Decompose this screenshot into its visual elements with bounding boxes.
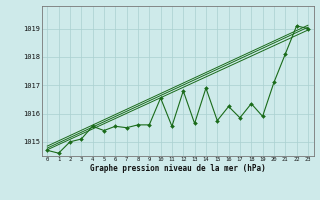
X-axis label: Graphe pression niveau de la mer (hPa): Graphe pression niveau de la mer (hPa) xyxy=(90,164,266,173)
